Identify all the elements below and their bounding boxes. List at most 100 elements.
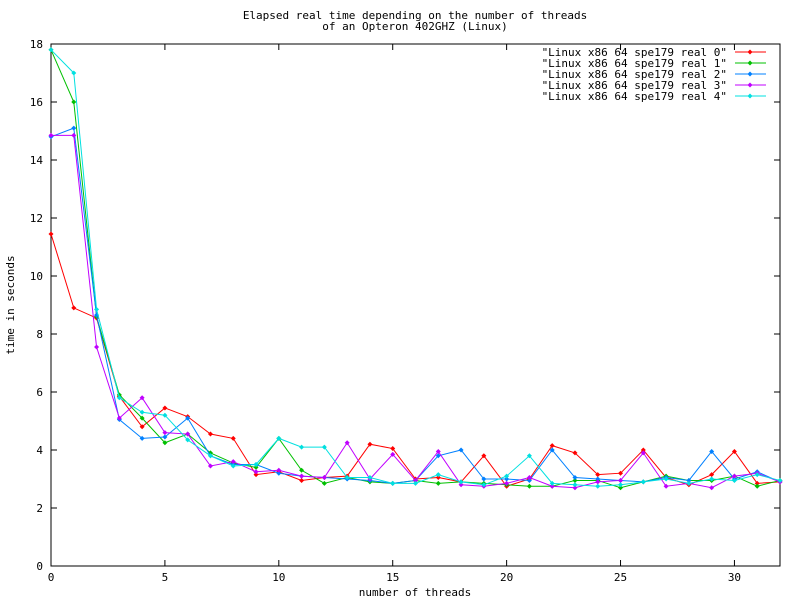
x-tick-label: 20 <box>500 571 513 584</box>
data-point-4 <box>390 480 396 486</box>
y-tick-label: 12 <box>30 212 43 225</box>
data-point-3 <box>549 483 555 489</box>
legend-entry-label: "Linux x86 64 spe179 real 2" <box>542 68 727 81</box>
series-line-4 <box>50 49 781 487</box>
data-point-2 <box>71 125 77 131</box>
x-tick-label: 10 <box>272 571 285 584</box>
data-point-2 <box>185 415 191 421</box>
plot-frame <box>50 43 781 567</box>
data-point-1 <box>71 99 77 105</box>
y-tick-label: 0 <box>36 560 43 573</box>
data-point-2 <box>458 447 464 453</box>
data-point-2 <box>549 447 555 453</box>
data-point-3 <box>413 477 418 483</box>
data-point-3 <box>709 485 715 491</box>
chart-title-line-2: of an Opteron 402GHZ (Linux) <box>322 20 507 33</box>
data-point-0 <box>139 424 145 430</box>
data-point-1 <box>754 483 760 489</box>
legend: "Linux x86 64 spe179 real 0""Linux x86 6… <box>542 46 766 103</box>
data-point-4 <box>663 476 669 482</box>
data-point-4 <box>618 482 624 488</box>
data-point-3 <box>526 475 532 481</box>
data-point-0 <box>299 477 305 483</box>
data-point-0 <box>549 443 555 449</box>
data-point-4 <box>321 444 327 450</box>
data-point-1 <box>299 467 305 473</box>
data-point-3 <box>299 473 305 479</box>
data-point-3 <box>321 475 327 481</box>
series-line-2 <box>50 127 781 484</box>
chart-title-line-1: Elapsed real time depending on the numbe… <box>243 9 587 22</box>
data-point-2 <box>162 434 168 440</box>
data-point-0 <box>572 450 578 456</box>
data-point-0 <box>207 431 213 437</box>
data-point-3 <box>185 431 191 437</box>
data-point-0 <box>162 405 168 411</box>
data-point-4 <box>367 475 373 481</box>
data-point-3 <box>435 448 441 454</box>
legend-entry-label: "Linux x86 64 spe179 real 0" <box>542 46 727 59</box>
data-point-4 <box>549 480 555 486</box>
data-point-3 <box>116 415 122 421</box>
x-tick-label: 25 <box>614 571 627 584</box>
data-point-3 <box>504 480 510 486</box>
data-point-0 <box>640 447 646 453</box>
y-tick-label: 6 <box>36 386 43 399</box>
data-point-4 <box>185 437 191 443</box>
legend-entry-label: "Linux x86 64 spe179 real 1" <box>542 57 727 70</box>
data-point-1 <box>435 480 441 486</box>
data-point-2 <box>526 477 532 483</box>
legend-entry-label: "Linux x86 64 spe179 real 3" <box>542 79 727 92</box>
data-point-3 <box>94 344 100 350</box>
data-point-0 <box>367 441 373 447</box>
x-tick-label: 15 <box>386 571 399 584</box>
data-point-0 <box>731 448 737 454</box>
data-point-1 <box>321 480 327 486</box>
data-point-1 <box>162 440 168 446</box>
data-point-3 <box>731 473 737 479</box>
data-point-0 <box>71 305 77 311</box>
data-point-3 <box>207 463 213 469</box>
data-point-3 <box>390 451 396 457</box>
data-point-3 <box>344 440 350 446</box>
data-point-3 <box>230 459 236 465</box>
x-axis-label: number of threads <box>359 586 472 599</box>
data-point-4 <box>253 462 259 467</box>
data-point-4 <box>162 412 168 418</box>
data-point-3 <box>663 483 669 489</box>
data-point-3 <box>276 467 282 473</box>
data-point-1 <box>572 477 578 483</box>
data-point-4 <box>94 306 100 312</box>
data-point-0 <box>595 472 601 478</box>
y-tick-label: 2 <box>36 502 43 515</box>
data-point-4 <box>435 472 441 478</box>
data-point-1 <box>253 464 259 470</box>
data-point-3 <box>48 132 54 138</box>
data-point-1 <box>139 415 145 421</box>
legend-entry-label: "Linux x86 64 spe179 real 4" <box>542 90 727 103</box>
data-point-2 <box>276 470 282 476</box>
data-point-4 <box>413 480 418 486</box>
legend-marker <box>747 93 753 99</box>
data-point-3 <box>618 477 624 483</box>
x-tick-label: 30 <box>728 571 741 584</box>
legend-marker <box>747 71 753 77</box>
data-point-4 <box>458 479 464 485</box>
data-point-4 <box>71 70 77 76</box>
data-point-3 <box>572 485 578 491</box>
data-point-3 <box>139 395 145 401</box>
data-point-4 <box>595 483 601 489</box>
data-point-4 <box>777 477 783 483</box>
data-point-4 <box>504 473 510 479</box>
data-point-0 <box>230 435 236 441</box>
data-point-2 <box>709 448 715 454</box>
data-point-4 <box>572 482 578 488</box>
data-point-4 <box>344 475 350 481</box>
data-point-4 <box>481 482 487 488</box>
data-point-3 <box>71 132 77 138</box>
data-point-2 <box>435 453 441 459</box>
y-tick-label: 8 <box>36 328 43 341</box>
data-point-2 <box>481 476 487 482</box>
data-point-0 <box>754 480 760 486</box>
data-point-4 <box>299 444 305 450</box>
